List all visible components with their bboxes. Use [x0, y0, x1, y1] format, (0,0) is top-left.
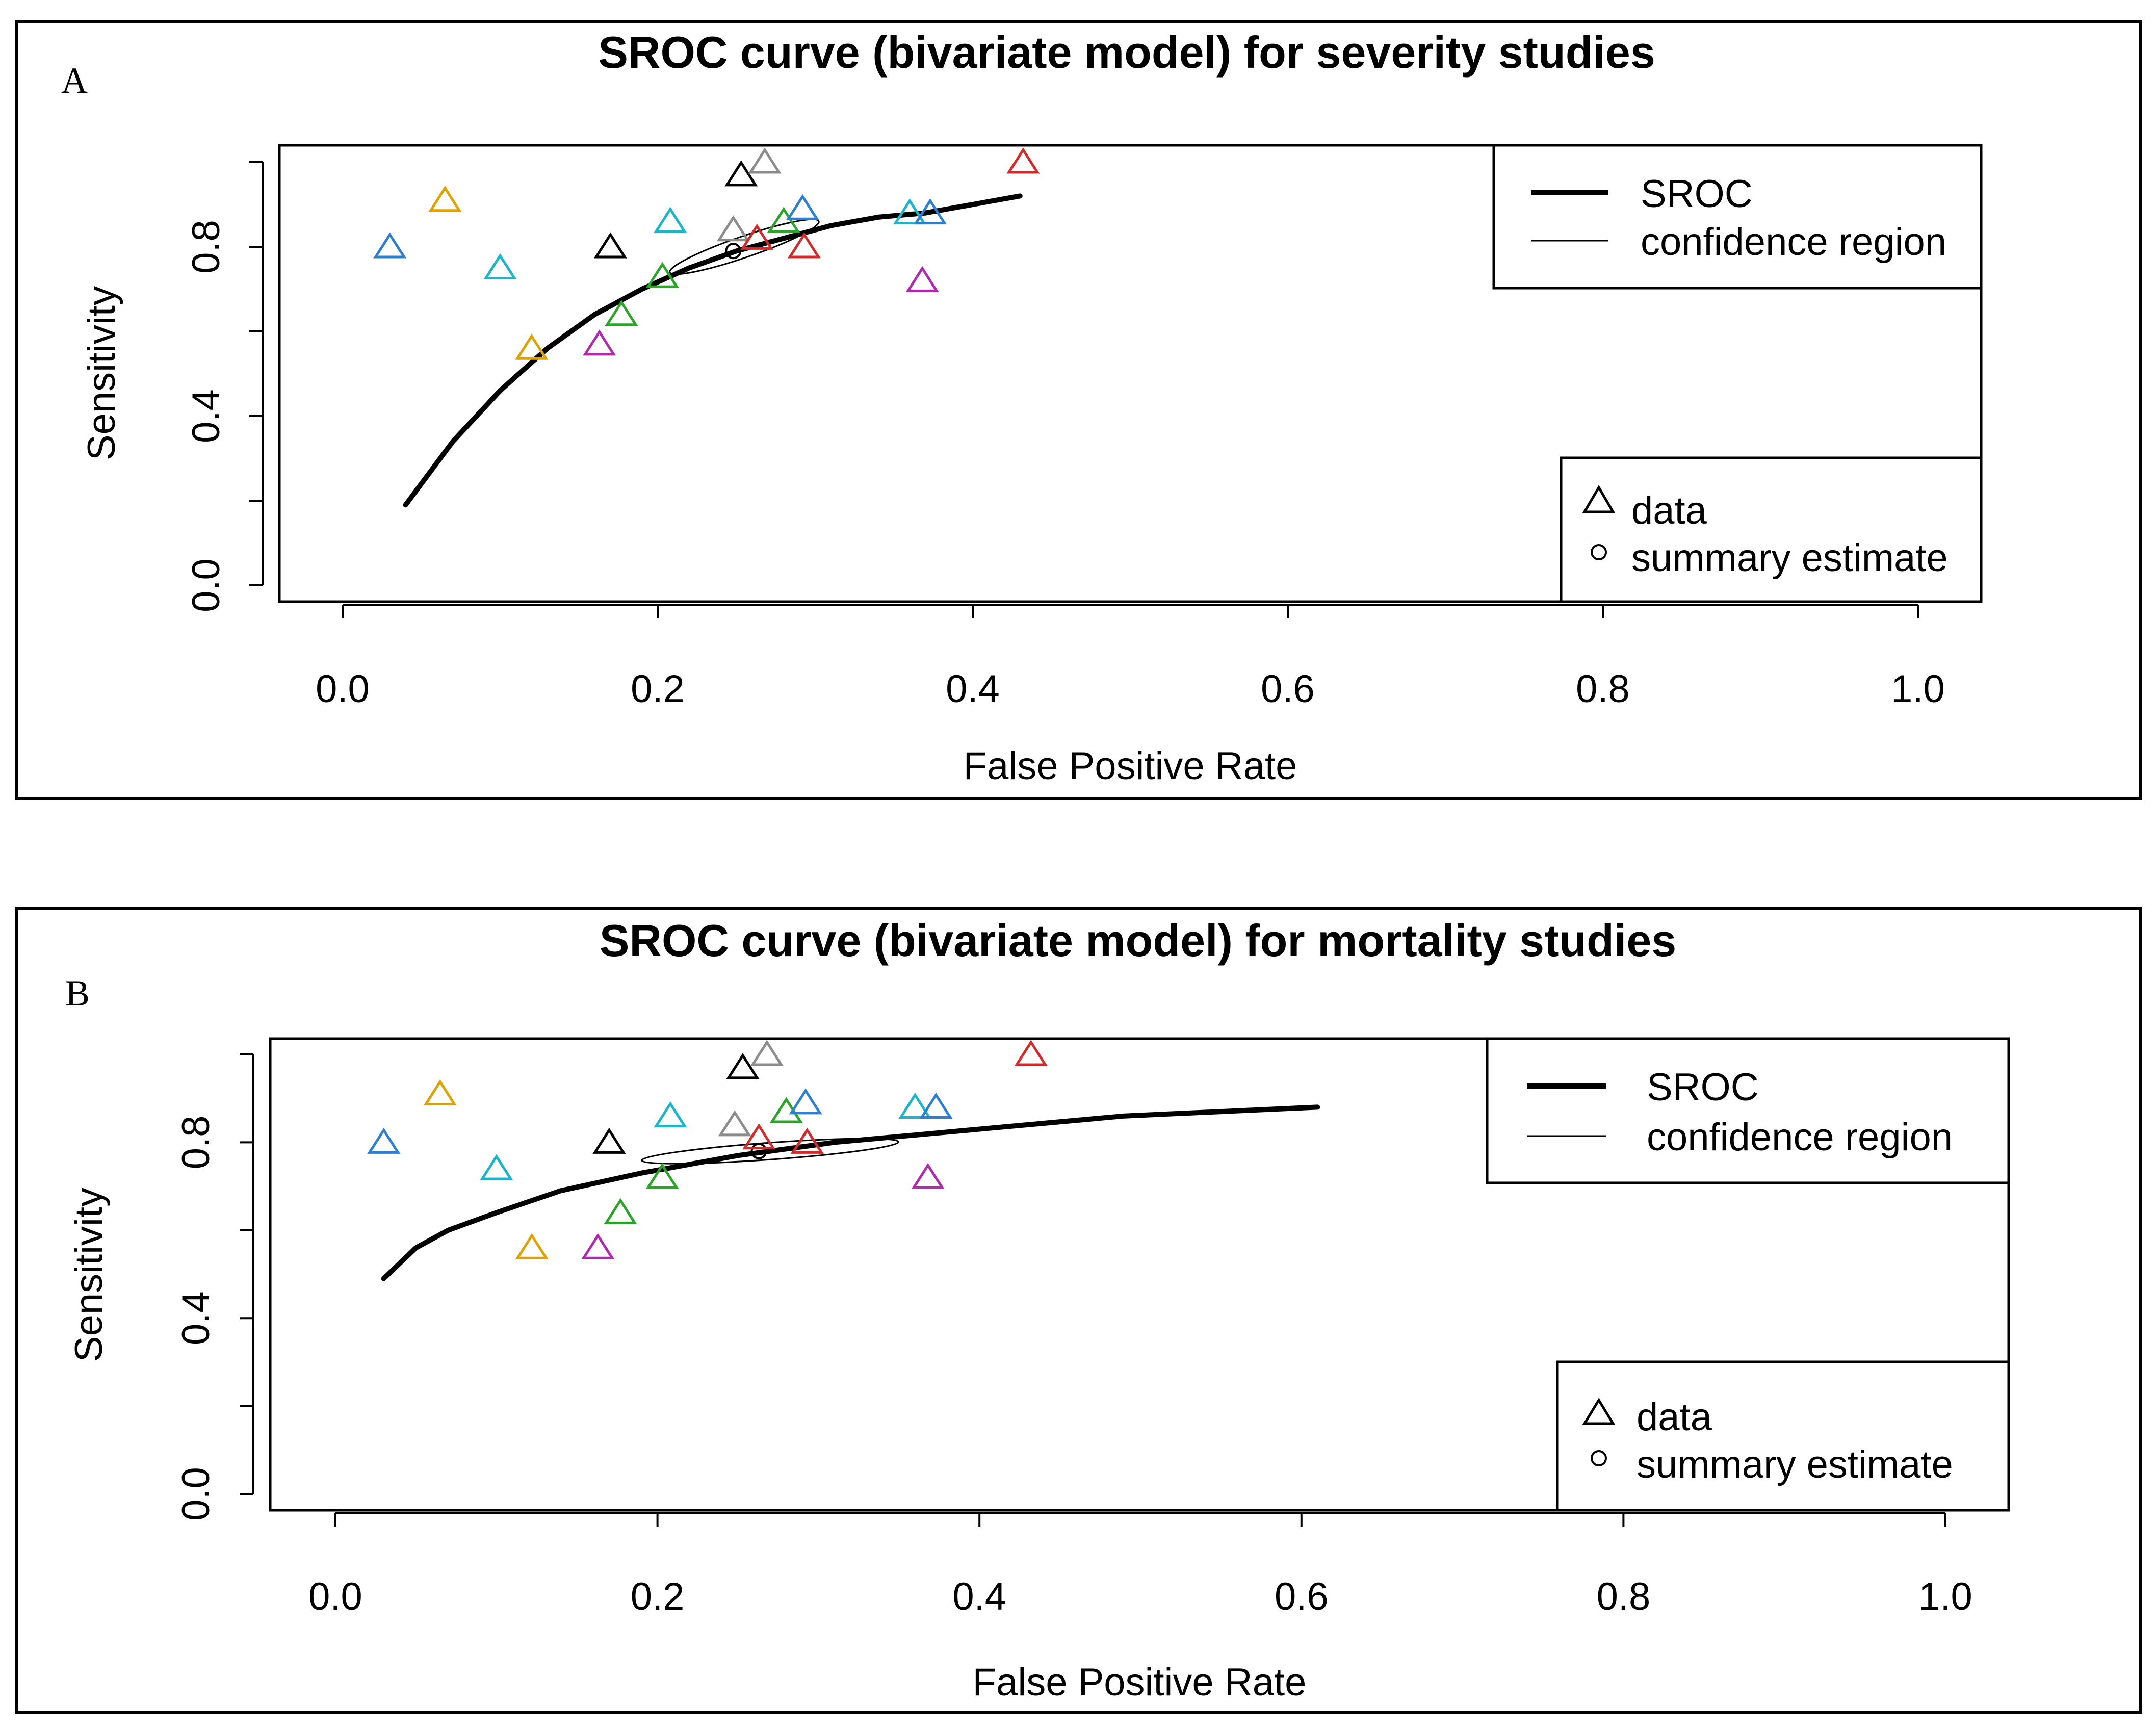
data-point-b-11 [750, 1040, 784, 1066]
legend-confidence-label-a: confidence region [1641, 220, 1946, 264]
panel-b-frame [15, 907, 2142, 1714]
y-tick-label-b-0: 0.0 [174, 1467, 218, 1521]
summary-estimate-b [750, 1143, 767, 1159]
x-tick-label-a-3: 0.6 [1261, 667, 1315, 711]
plot-area-a [278, 144, 1983, 603]
data-point-a-8 [654, 207, 687, 233]
panel-letter-a: A [61, 60, 88, 101]
data-point-b-19 [1014, 1040, 1048, 1066]
data-point-a-4 [583, 329, 616, 356]
summary-estimate-a [725, 243, 742, 260]
legend-data-label-a: data [1631, 489, 1707, 532]
chart-title-b: SROC curve (bivariate model) for mortali… [600, 915, 1677, 966]
x-axis-label-a: False Positive Rate [964, 744, 1297, 788]
legend-points-b: data summary estimate [1556, 1360, 2010, 1512]
x-tick-label-b-2: 0.4 [952, 1575, 1006, 1618]
legend-confidence-label-b: confidence region [1647, 1116, 1953, 1159]
panel-a: A SROC curve (bivariate model) for sever… [15, 20, 2142, 800]
x-tick-label-b-1: 0.2 [631, 1575, 685, 1618]
x-tick-label-b-0: 0.0 [308, 1575, 362, 1618]
panel-letter-b: B [65, 973, 90, 1014]
y-tick-label-a-0: 0.0 [185, 558, 228, 612]
data-point-a-3 [515, 333, 549, 360]
data-point-a-6 [605, 300, 638, 326]
data-point-a-12 [740, 223, 774, 250]
legend-lines-box-b [1486, 1037, 2010, 1184]
legend-points-a: data summary estimate [1560, 456, 1983, 603]
data-point-a-2 [483, 253, 517, 279]
y-tick-label-a-1: 0.4 [185, 389, 228, 443]
data-point-a-19 [1006, 147, 1040, 174]
legend-summary-swatch-b [1591, 1450, 1607, 1466]
x-tick-label-a-1: 0.2 [631, 667, 685, 711]
data-point-b-10 [726, 1053, 760, 1079]
legend-data-label-b: data [1637, 1396, 1712, 1439]
y-tick-label-b-1: 0.4 [174, 1291, 218, 1345]
confidence-region-a [669, 218, 820, 275]
legend-summary-swatch-a [1591, 544, 1607, 560]
legend-sroc-label-b: SROC [1647, 1066, 1759, 1109]
data-point-b-14 [789, 1088, 822, 1115]
legend-summary-label-b: summary estimate [1637, 1443, 1953, 1486]
x-tick-label-a-5: 1.0 [1891, 667, 1945, 711]
chart-title-a: SROC curve (bivariate model) for severit… [598, 27, 1655, 78]
data-point-a-18 [905, 266, 939, 292]
legend-lines-a: SROC confidence region [1492, 144, 1983, 290]
y-tick-label-b-2: 0.8 [174, 1116, 218, 1170]
data-point-b-17 [919, 1092, 953, 1119]
legend-data-swatch-b [1582, 1398, 1616, 1425]
data-point-b-7 [645, 1163, 679, 1189]
x-axis-label-b: False Positive Rate [973, 1661, 1307, 1704]
x-tick-label-a-2: 0.4 [946, 667, 1000, 711]
data-point-a-11 [748, 147, 782, 174]
x-tick-label-a-4: 0.8 [1576, 667, 1630, 711]
legend-lines-b: SROC confidence region [1486, 1037, 2010, 1184]
plot-area-b [269, 1037, 2010, 1512]
data-point-a-16 [893, 198, 926, 225]
data-point-b-9 [718, 1110, 751, 1137]
data-point-a-1 [428, 186, 462, 212]
sroc-curve-b [381, 1104, 1320, 1281]
sroc-curve-a [403, 193, 1023, 508]
data-point-a-0 [373, 232, 407, 259]
x-tick-label-b-3: 0.6 [1275, 1575, 1329, 1618]
data-point-b-15 [790, 1127, 824, 1154]
data-point-b-4 [581, 1233, 615, 1259]
data-point-b-0 [367, 1127, 401, 1154]
legend-points-box-a [1560, 456, 1983, 603]
legend-data-swatch-a [1582, 485, 1616, 513]
panel-a-frame [15, 20, 2142, 800]
data-point-b-5 [592, 1127, 626, 1154]
data-point-a-7 [645, 262, 679, 288]
data-point-a-14 [786, 194, 819, 220]
legend-lines-box-a [1492, 144, 1983, 290]
legend-summary-label-a: summary estimate [1631, 536, 1948, 580]
data-point-a-17 [914, 198, 947, 225]
data-point-b-18 [911, 1163, 945, 1189]
data-point-a-5 [593, 232, 627, 259]
data-point-a-13 [767, 207, 800, 233]
x-tick-label-b-4: 0.8 [1597, 1575, 1651, 1618]
legend-points-box-b [1556, 1360, 2010, 1512]
data-point-b-16 [898, 1092, 932, 1119]
x-tick-label-a-0: 0.0 [316, 667, 370, 711]
panel-b: B SROC curve (bivariate model) for morta… [15, 907, 2142, 1714]
data-point-b-12 [742, 1123, 776, 1150]
data-point-b-8 [654, 1101, 687, 1128]
data-point-b-6 [604, 1198, 637, 1224]
data-point-a-10 [724, 160, 758, 187]
y-tick-label-a-2: 0.8 [185, 220, 228, 274]
data-point-b-1 [423, 1079, 457, 1106]
data-point-a-15 [787, 232, 821, 259]
x-tick-label-b-5: 1.0 [1918, 1575, 1972, 1618]
y-axis-label-a: Sensitivity [80, 286, 123, 460]
y-axis-label-b: Sensitivity [67, 1188, 111, 1362]
data-point-b-2 [480, 1154, 513, 1180]
data-point-b-13 [769, 1097, 803, 1123]
legend-sroc-label-a: SROC [1641, 172, 1753, 216]
data-point-a-9 [716, 215, 750, 242]
data-point-b-3 [515, 1233, 549, 1259]
